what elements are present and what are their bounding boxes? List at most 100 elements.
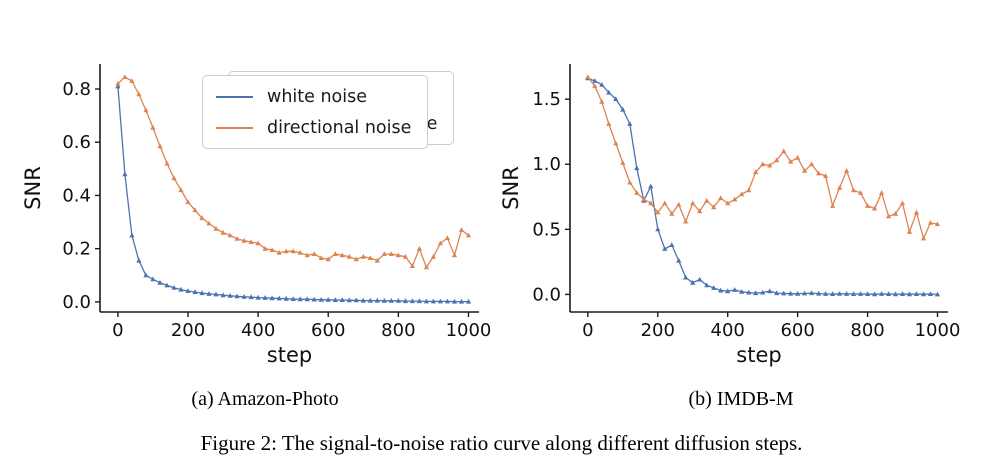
triangle-marker	[844, 291, 850, 296]
triangle-marker	[844, 168, 850, 173]
y-tick-label: 1.0	[532, 154, 561, 175]
y-tick-label: 0.0	[62, 292, 91, 313]
triangle-marker	[781, 290, 787, 296]
triangle-marker	[206, 291, 212, 296]
triangle-marker	[753, 169, 759, 175]
triangle-marker	[788, 290, 794, 296]
triangle-marker	[927, 220, 934, 225]
triangle-marker	[641, 196, 647, 202]
triangle-marker	[178, 187, 184, 193]
triangle-marker	[171, 175, 177, 181]
triangle-marker	[192, 207, 198, 213]
triangle-marker	[416, 298, 422, 304]
triangle-marker	[599, 99, 605, 104]
triangle-marker	[676, 257, 682, 263]
triangle-marker	[143, 272, 149, 278]
triangle-marker	[669, 242, 675, 247]
triangle-marker	[388, 251, 394, 256]
triangle-marker	[199, 290, 205, 296]
triangle-marker	[760, 289, 766, 295]
triangle-marker	[164, 282, 170, 288]
x-tick-label: 200	[641, 320, 675, 341]
triangle-marker	[220, 229, 226, 235]
triangle-marker	[648, 200, 654, 206]
triangle-marker	[913, 209, 920, 215]
triangle-marker	[816, 290, 822, 296]
triangle-marker	[409, 298, 415, 304]
triangle-marker	[920, 235, 927, 241]
triangle-marker	[206, 220, 212, 226]
triangle-marker	[150, 276, 156, 282]
legend-imdb-m: white noise directional noise	[202, 75, 429, 149]
triangle-marker	[451, 298, 458, 304]
triangle-marker	[444, 235, 450, 240]
triangle-marker	[122, 171, 128, 177]
triangle-marker	[802, 168, 808, 173]
triangle-marker	[795, 154, 801, 160]
triangle-marker	[346, 297, 352, 303]
triangle-marker	[585, 74, 591, 79]
triangle-marker	[213, 225, 219, 231]
triangle-marker	[934, 221, 941, 227]
directional-noise-line-swatch	[216, 126, 253, 129]
triangle-marker	[185, 199, 191, 205]
triangle-marker	[458, 227, 465, 232]
x-tick-label: 800	[381, 320, 415, 341]
triangle-marker	[430, 298, 436, 304]
triangle-marker	[613, 96, 619, 102]
y-tick-label: 0.0	[532, 284, 561, 305]
y-tick-label: 0.5	[532, 219, 561, 240]
triangle-marker	[157, 279, 163, 285]
subcaption-b: (b) IMDB-M	[688, 388, 794, 410]
triangle-marker	[353, 297, 359, 303]
triangle-marker	[760, 161, 766, 167]
triangle-marker	[332, 251, 338, 256]
triangle-marker	[339, 252, 345, 258]
y-axis-label: SNR	[500, 166, 523, 210]
triangle-marker	[627, 179, 633, 185]
triangle-marker	[423, 264, 429, 270]
triangle-marker	[592, 78, 598, 83]
triangle-marker	[437, 240, 443, 246]
triangle-marker	[185, 288, 191, 293]
triangle-marker	[899, 200, 906, 206]
triangle-marker	[934, 291, 941, 297]
triangle-marker	[304, 252, 310, 258]
triangle-marker	[115, 80, 121, 86]
triangle-marker	[402, 253, 408, 259]
x-tick-label: 0	[112, 320, 123, 341]
triangle-marker	[416, 245, 422, 251]
triangle-marker	[858, 190, 864, 195]
triangle-marker	[150, 124, 156, 130]
triangle-marker	[402, 298, 408, 304]
x-tick-label: 400	[711, 320, 745, 341]
triangle-marker	[697, 208, 703, 214]
triangle-marker	[809, 161, 815, 167]
x-axis-label: step	[267, 343, 312, 367]
triangle-marker	[360, 297, 366, 303]
triangle-marker	[711, 285, 717, 290]
triangle-marker	[234, 293, 240, 299]
triangle-marker	[353, 256, 359, 262]
triangle-marker	[655, 209, 661, 215]
triangle-marker	[718, 195, 724, 201]
triangle-marker	[886, 291, 892, 296]
triangle-marker	[458, 298, 465, 304]
triangle-marker	[234, 236, 240, 241]
subcaption-a: (a) Amazon-Photo	[191, 388, 339, 410]
y-tick-label: 1.5	[532, 89, 561, 110]
y-axis-label: SNR	[21, 166, 45, 210]
x-tick-label: 1000	[915, 320, 961, 341]
triangle-marker	[732, 196, 738, 202]
triangle-marker	[858, 291, 864, 296]
triangle-marker	[136, 257, 142, 263]
triangle-marker	[920, 291, 927, 297]
x-axis-label: step	[736, 343, 781, 367]
triangle-marker	[276, 295, 282, 301]
triangle-marker	[164, 160, 170, 166]
triangle-marker	[381, 251, 387, 256]
triangle-marker	[816, 170, 822, 176]
triangle-marker	[711, 204, 717, 210]
triangle-marker	[781, 148, 787, 154]
triangle-marker	[199, 215, 205, 221]
